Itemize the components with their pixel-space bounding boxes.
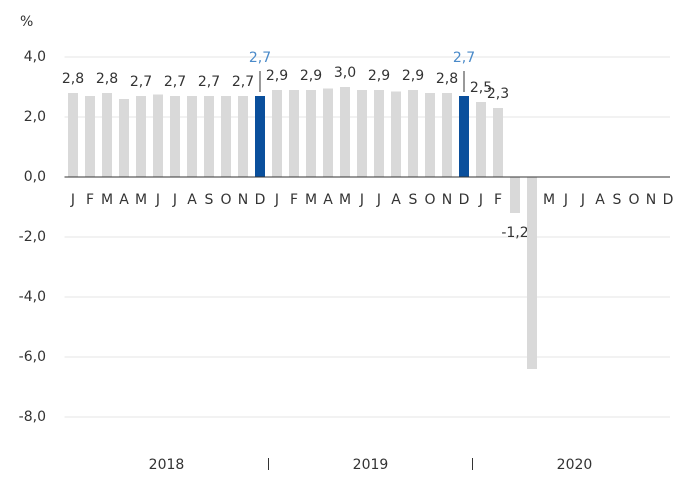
bar [391, 91, 401, 177]
x-tick-label: J [359, 192, 364, 208]
value-label: 2,7 [130, 74, 152, 90]
y-tick-label: -2,0 [19, 229, 46, 245]
bar [85, 96, 95, 177]
x-tick-label: N [442, 192, 452, 208]
bar [170, 96, 180, 177]
x-tick-label: M [135, 192, 147, 208]
x-tick-label: S [409, 192, 418, 208]
y-tick-label: -6,0 [19, 349, 46, 365]
value-label: 2,9 [266, 68, 288, 84]
x-tick-label: O [220, 192, 231, 208]
bar [408, 90, 418, 177]
x-tick-label: M [305, 192, 317, 208]
x-tick-label: A [391, 192, 401, 208]
bar [340, 87, 350, 177]
x-tick-label: M [543, 192, 555, 208]
value-label: 2,7 [198, 74, 220, 90]
value-label: 3,0 [334, 65, 356, 81]
value-label: 2,5 [470, 80, 492, 96]
x-tick-label: S [205, 192, 214, 208]
x-tick-label: O [628, 192, 639, 208]
x-tick-label: A [323, 192, 333, 208]
bar [306, 90, 316, 177]
bar [153, 94, 163, 177]
x-tick-label: A [595, 192, 605, 208]
bar [289, 90, 299, 177]
bar [510, 177, 520, 213]
x-tick-label: D [459, 192, 470, 208]
value-label: 2,7 [164, 74, 186, 90]
x-tick-label: J [274, 192, 279, 208]
value-label: 2,8 [96, 71, 118, 87]
x-tick-label: J [580, 192, 585, 208]
x-tick-label: J [155, 192, 160, 208]
bar [102, 93, 112, 177]
bar [221, 96, 231, 177]
value-label: 2,7 [232, 74, 254, 90]
bar [459, 96, 469, 177]
x-tick-label: A [187, 192, 197, 208]
y-tick-label: -8,0 [19, 409, 46, 425]
x-tick-label: J [376, 192, 381, 208]
x-tick-label: F [290, 192, 298, 208]
value-label: 2,9 [368, 68, 390, 84]
value-label: 2,8 [62, 71, 84, 87]
x-tick-label: M [101, 192, 113, 208]
bar [527, 177, 537, 369]
bar [476, 102, 486, 177]
x-tick-label: M [339, 192, 351, 208]
value-label: -1,2 [501, 225, 528, 241]
year-label: 2019 [353, 457, 389, 473]
bar [68, 93, 78, 177]
x-tick-label: J [478, 192, 483, 208]
y-tick-label: 0,0 [24, 169, 46, 185]
value-label: 2,8 [436, 71, 458, 87]
x-tick-label: N [646, 192, 656, 208]
x-tick-label: J [172, 192, 177, 208]
y-tick-label: 4,0 [24, 49, 46, 65]
value-label: 2,3 [487, 86, 509, 102]
bar [255, 96, 265, 177]
x-tick-label: O [424, 192, 435, 208]
bar [425, 93, 435, 177]
bar [493, 108, 503, 177]
bar [374, 90, 384, 177]
value-label: 2,9 [402, 68, 424, 84]
x-tick-label: J [70, 192, 75, 208]
bar [323, 88, 333, 177]
y-axis-label: % [20, 14, 33, 30]
bar [136, 96, 146, 177]
bar [119, 99, 129, 177]
x-tick-label: N [238, 192, 248, 208]
year-label: 2018 [149, 457, 185, 473]
bar [238, 96, 248, 177]
x-tick-label: J [563, 192, 568, 208]
x-tick-label: D [255, 192, 266, 208]
year-label: 2020 [557, 457, 593, 473]
y-tick-label: 2,0 [24, 109, 46, 125]
value-label: 2,7 [453, 50, 475, 66]
bar [272, 90, 282, 177]
x-tick-label: S [613, 192, 622, 208]
value-label: 2,9 [300, 68, 322, 84]
x-tick-label: F [494, 192, 502, 208]
bar [442, 93, 452, 177]
x-tick-label: F [86, 192, 94, 208]
bar [357, 90, 367, 177]
bar [204, 96, 214, 177]
x-tick-label: D [663, 192, 674, 208]
bar [187, 96, 197, 177]
y-tick-label: -4,0 [19, 289, 46, 305]
x-tick-label: A [119, 192, 129, 208]
value-label: 2,7 [249, 50, 271, 66]
